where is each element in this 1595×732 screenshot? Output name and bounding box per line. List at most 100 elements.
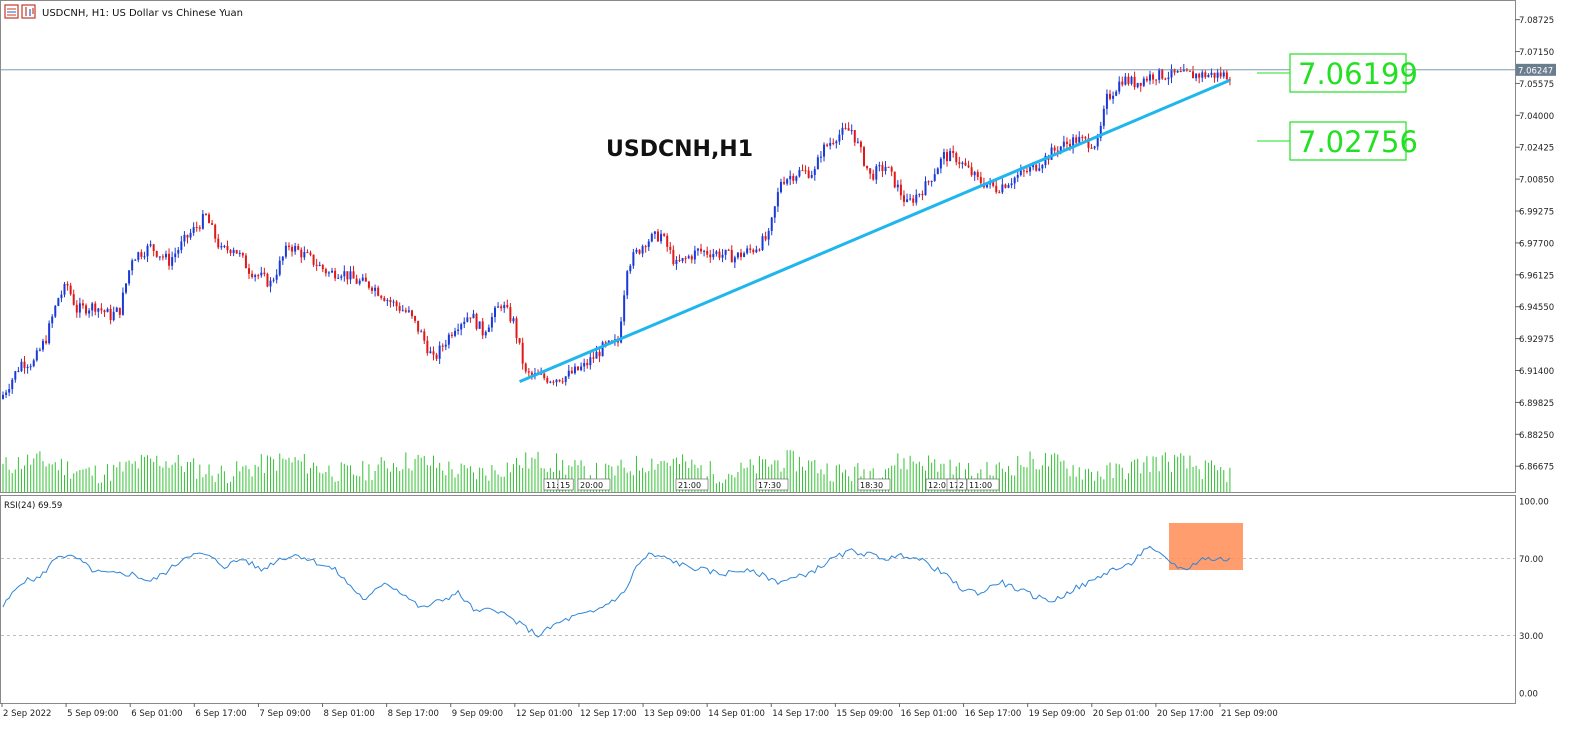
candle-body (706, 250, 709, 255)
candle-body (696, 248, 699, 251)
candle-body (248, 268, 250, 274)
candle-body (401, 310, 404, 312)
candle-body (955, 153, 958, 163)
candle-body (346, 271, 349, 280)
time-axis[interactable]: 2 Sep 2022 5 Sep 09:00 6 Sep 01:00 6 Sep 17… (1, 703, 1278, 719)
candle-body (423, 331, 426, 341)
candle-body (275, 274, 278, 280)
price-tick-label: 6.89825 (1519, 399, 1554, 409)
candle-body (1115, 91, 1118, 96)
candle-body (1056, 150, 1059, 152)
candle-body (801, 170, 804, 172)
candle-body (1179, 70, 1182, 72)
candle-body (315, 264, 318, 266)
candle-body (869, 168, 872, 174)
rsi-tick-label: 100.00 (1519, 498, 1549, 508)
candle-body (201, 214, 204, 229)
candle-body (340, 276, 343, 278)
rsi-panel[interactable]: RSI(24) 69.59 100.00 70.00 30.00 0.00 (1, 498, 1549, 700)
chart-window-icon[interactable] (4, 4, 19, 19)
candle-body (487, 327, 490, 332)
candle-body (638, 249, 641, 254)
candle-body (318, 264, 321, 266)
candle-body (736, 252, 739, 258)
candle-body (1025, 171, 1028, 173)
candle-body (946, 152, 949, 162)
price-tick-label: 7.07150 (1519, 48, 1554, 58)
candle-body (146, 245, 149, 257)
candle-body (961, 162, 964, 164)
candle-body (976, 172, 979, 177)
candle-body (208, 214, 211, 224)
rsi-highlight-box (1169, 523, 1243, 570)
candle-body (238, 252, 241, 254)
candle-body (29, 366, 32, 368)
candle-body (942, 152, 945, 159)
candle-body (450, 334, 453, 336)
candle-body (921, 193, 924, 196)
time-tick-label: 13 Sep 09:00 (644, 709, 701, 719)
candle-body (1148, 74, 1151, 81)
candle-body (1050, 147, 1053, 160)
bars-icon[interactable] (21, 4, 36, 19)
candle-body (106, 308, 109, 313)
candle-body (552, 381, 555, 383)
candle-body (358, 280, 361, 284)
candle-body (795, 176, 798, 181)
candle-body (1109, 93, 1111, 99)
candle-body (383, 297, 386, 301)
candles (2, 63, 1231, 400)
candle-body (512, 318, 515, 322)
candle-body (509, 307, 512, 322)
candle-body (749, 248, 752, 250)
candle-body (859, 141, 862, 148)
candle-body (244, 255, 247, 269)
level-value: 7.02756 (1298, 125, 1418, 159)
candle-body (1044, 155, 1047, 166)
candle-body (232, 250, 235, 254)
candle-body (530, 372, 533, 375)
candle-body (8, 389, 11, 393)
candle-body (829, 142, 832, 146)
candle-body (85, 305, 88, 314)
candle-body (635, 249, 638, 253)
candle-body (866, 165, 869, 169)
candle-body (623, 295, 626, 322)
price-axis[interactable]: 7.08725 7.07150 7.05575 7.04000 7.02425 7.008… (1515, 16, 1556, 473)
time-tick-label: 16 Sep 17:00 (965, 709, 1022, 719)
candle-body (601, 342, 604, 357)
rsi-tick-label: 30.00 (1519, 632, 1543, 642)
title-bar: USDCNH, H1: US Dollar vs Chinese Yuan (4, 4, 243, 19)
candle-body (309, 252, 312, 255)
time-marker-box (857, 478, 891, 491)
candle-body (254, 275, 257, 278)
candle-body (198, 227, 201, 229)
candle-body (355, 278, 358, 284)
candle-body (466, 317, 469, 322)
candle-body (1136, 82, 1139, 88)
candle-body (1004, 184, 1007, 188)
volume-bars (2, 450, 1231, 492)
time-tick-label: 6 Sep 01:00 (131, 709, 182, 719)
candle-body (1207, 74, 1210, 78)
candle-body (1170, 68, 1173, 78)
time-marker-label: 11: (546, 481, 559, 490)
candle-body (2, 394, 4, 399)
candle-body (168, 253, 171, 266)
candle-body (5, 392, 8, 395)
candle-body (41, 340, 44, 350)
candle-body (678, 259, 681, 262)
candle-body (500, 306, 503, 309)
candle-body (1145, 78, 1148, 81)
candle-body (407, 310, 410, 312)
candle-body (266, 273, 269, 287)
candle-body (887, 166, 890, 168)
candle-body (367, 281, 370, 288)
candle-body (226, 245, 229, 251)
candle-body (374, 287, 377, 291)
candle-body (573, 366, 576, 374)
candle-body (890, 167, 893, 172)
candle-body (721, 254, 724, 258)
time-marker-label: 2 (959, 481, 964, 490)
